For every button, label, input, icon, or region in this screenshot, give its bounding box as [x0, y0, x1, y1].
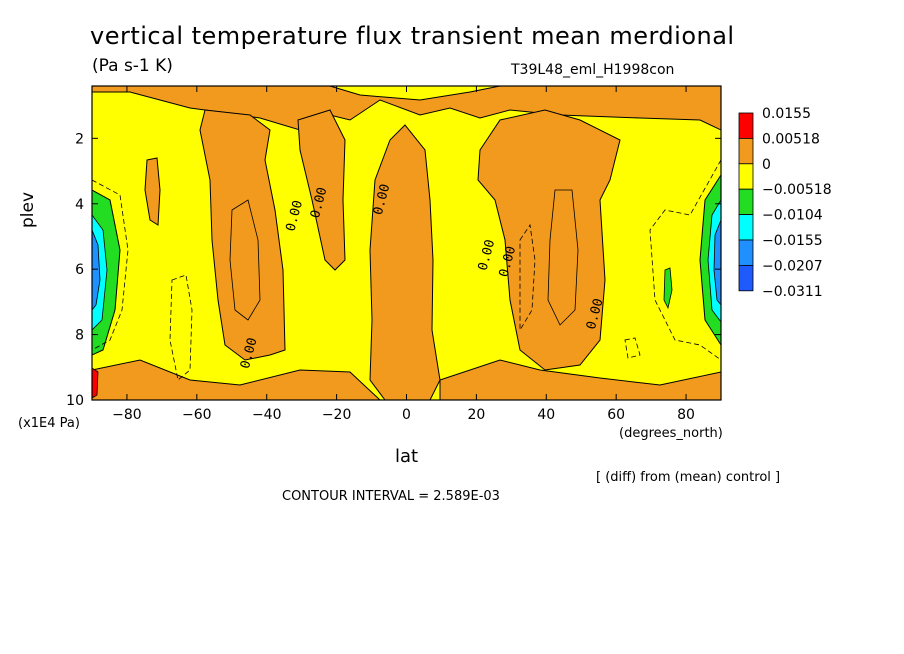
dashed-contour-right — [649, 159, 721, 361]
run-label: T39L48_eml_H1998con — [511, 62, 675, 78]
y-tick-label: 8 — [75, 328, 84, 344]
equatorial-column — [369, 124, 441, 400]
contour-interval-note: CONTOUR INTERVAL = 2.589E-03 — [282, 489, 500, 504]
chart-title: vertical temperature flux transient mean… — [90, 22, 735, 50]
colorbar-label: −0.0104 — [762, 208, 823, 224]
diff-note: [ (diff) from (mean) control ] — [596, 470, 781, 485]
colorbar-swatch — [738, 239, 754, 266]
units-label: (Pa s-1 K) — [92, 56, 173, 76]
colorbar-label: −0.0155 — [762, 233, 823, 249]
x-axis-label: lat — [395, 446, 419, 467]
northern-column-inner — [547, 189, 579, 326]
colorbar-swatch — [738, 137, 754, 165]
colorbar-label: −0.0207 — [762, 258, 823, 274]
bottom-right-positive — [439, 359, 721, 400]
axis-ticks: −80 −60 −40 −20 0 20 40 60 80 2 4 6 8 10 — [66, 86, 721, 423]
dashed-contour-left — [92, 179, 129, 351]
left-blue — [92, 229, 101, 311]
northern-column — [477, 109, 621, 371]
column-minus25 — [297, 109, 346, 271]
colorbar-label: −0.00518 — [762, 182, 832, 198]
y-tick-label: 4 — [75, 197, 84, 213]
colorbar-swatch — [738, 188, 754, 215]
southern-column-inner — [229, 199, 261, 321]
colorbar-swatch — [738, 163, 754, 190]
x-tick-label: −80 — [112, 407, 142, 423]
green-patch-70N — [663, 267, 673, 310]
right-blue — [713, 219, 721, 306]
red-corner — [92, 367, 99, 399]
x-tick-label: 80 — [677, 407, 695, 423]
x-tick-label: 20 — [467, 407, 485, 423]
x-tick-label: −60 — [182, 407, 212, 423]
x-tick-label: 40 — [537, 407, 555, 423]
x-tick-label: 60 — [607, 407, 625, 423]
colorbar-label: 0 — [762, 157, 771, 173]
colorbar-swatch — [738, 264, 754, 292]
patch-minus70 — [144, 157, 161, 226]
x-axis-units: (degrees_north) — [619, 426, 723, 441]
dashed-contour-60N — [624, 337, 641, 359]
colorbar-label: 0.00518 — [762, 131, 820, 147]
colorbar-swatch — [738, 214, 754, 241]
colorbar-label: −0.0311 — [762, 284, 823, 300]
y-tick-label: 2 — [75, 131, 84, 147]
colorbar: 0.0155 0.00518 0 −0.00518 −0.0104 −0.0155 −0.0… — [738, 106, 832, 300]
bottom-positive-region — [92, 359, 381, 400]
colorbar-swatch — [738, 112, 754, 139]
contour-fill — [92, 86, 721, 400]
y-axis-units: (x1E4 Pa) — [18, 416, 80, 431]
top-positive-region — [92, 86, 721, 131]
x-tick-label: 0 — [402, 407, 411, 423]
y-tick-label: 10 — [66, 393, 84, 409]
x-tick-label: −40 — [252, 407, 282, 423]
y-tick-label: 6 — [75, 262, 84, 278]
colorbar-label: 0.0155 — [762, 106, 811, 122]
southern-column — [199, 109, 286, 361]
x-tick-label: −20 — [322, 407, 352, 423]
